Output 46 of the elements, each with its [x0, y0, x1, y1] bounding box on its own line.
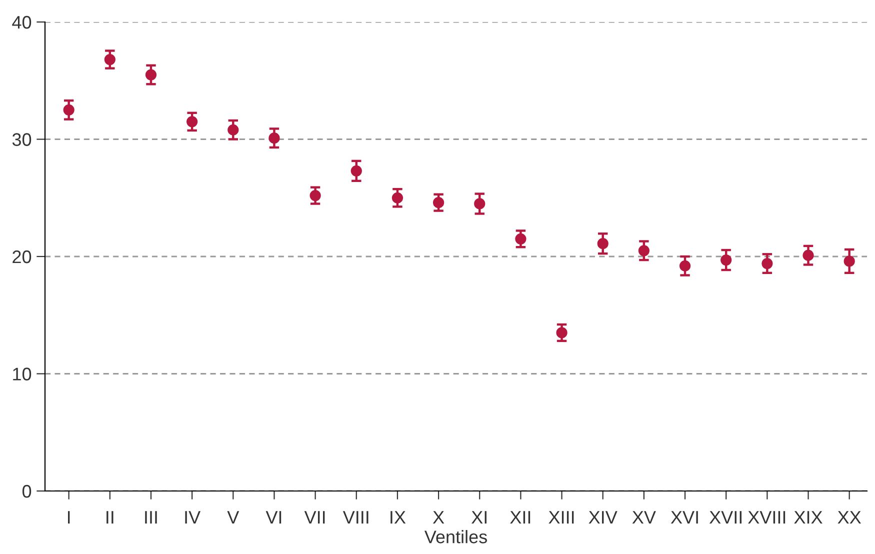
point	[597, 238, 608, 250]
point	[844, 256, 855, 267]
x-tick-label: III	[145, 511, 157, 524]
point	[350, 165, 362, 176]
y-tick-label: 30	[12, 133, 32, 146]
x-tick-label: IV	[185, 511, 201, 524]
x-tick-label: XVIII	[748, 511, 786, 524]
x-tick-label: XVII	[709, 511, 742, 524]
point	[638, 245, 650, 256]
point	[310, 190, 321, 202]
point	[186, 116, 198, 128]
point	[392, 192, 404, 204]
x-tick-label: XX	[838, 511, 861, 524]
x-tick-label: XVI	[670, 511, 698, 524]
x-tick-label: XIII	[548, 511, 574, 524]
x-tick-label: VIII	[342, 511, 368, 524]
point	[802, 250, 814, 261]
point	[515, 233, 526, 244]
point	[104, 54, 116, 66]
x-tick-label: V	[227, 511, 240, 524]
x-tick-label: IX	[390, 511, 406, 524]
x-tick-label: VI	[266, 511, 282, 524]
x-tick-label: XI	[471, 511, 486, 524]
x-tick-label: VII	[304, 511, 325, 524]
point	[268, 132, 280, 144]
point	[679, 260, 691, 272]
x-tick-label: XIX	[794, 511, 822, 524]
y-tick-label: 0	[22, 484, 32, 498]
x-tick-label: X	[432, 511, 444, 524]
x-tick-label: I	[68, 511, 70, 524]
x-tick-label: II	[106, 511, 114, 524]
y-tick-label: 20	[12, 250, 32, 264]
point	[720, 254, 732, 266]
point	[63, 104, 74, 116]
y-tick-label: 40	[12, 16, 32, 29]
x-tick-label: XV	[632, 511, 656, 524]
y-tick-label: 10	[13, 368, 32, 380]
point	[145, 69, 157, 80]
point	[474, 198, 486, 210]
x-tick-label: XII	[510, 511, 530, 524]
point	[432, 197, 444, 208]
point	[228, 124, 239, 136]
x-tick-label: XIV	[588, 511, 618, 524]
x-axis-title: Ventiles	[424, 530, 487, 544]
point	[556, 327, 568, 338]
point	[762, 258, 773, 270]
